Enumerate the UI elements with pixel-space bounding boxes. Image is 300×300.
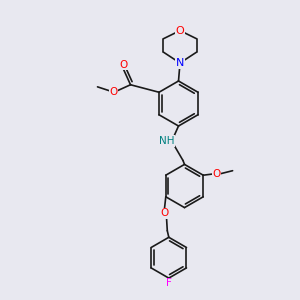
Text: NH: NH xyxy=(159,136,174,146)
Text: N: N xyxy=(176,58,184,68)
Text: O: O xyxy=(176,26,184,36)
Text: O: O xyxy=(160,208,168,218)
Text: O: O xyxy=(213,169,221,179)
Text: O: O xyxy=(120,60,128,70)
Text: F: F xyxy=(166,278,172,289)
Text: O: O xyxy=(109,87,118,97)
